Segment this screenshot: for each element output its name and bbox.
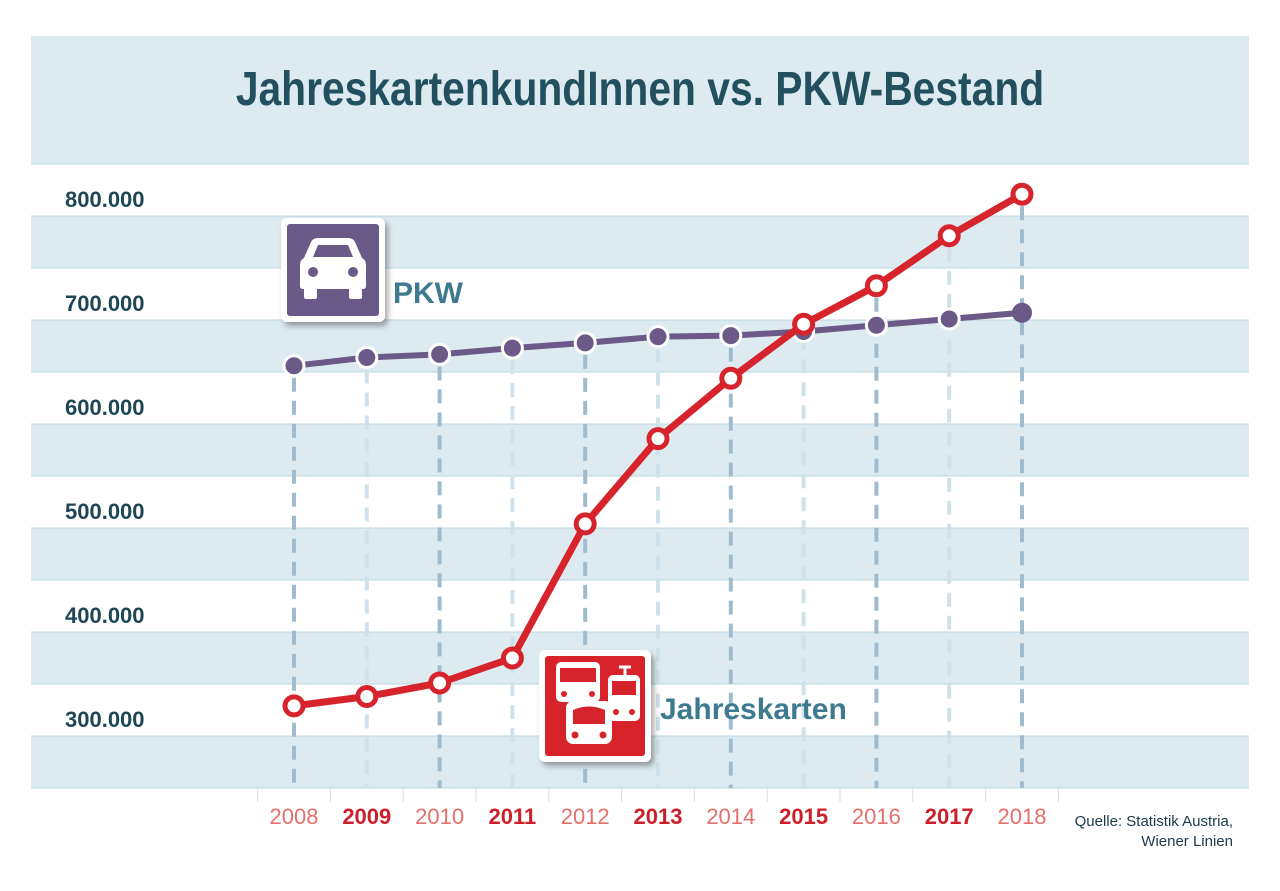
series-jahreskarten <box>282 182 1034 718</box>
year-guide-lines <box>292 206 1024 788</box>
y-axis-tick-labels: 300.000 400.000 500.000 600.000 700.000 800.0… <box>65 187 145 732</box>
x-tick-label: 2015 <box>779 804 828 829</box>
grid-band <box>31 528 1249 580</box>
y-tick-label: 400.000 <box>65 603 145 628</box>
data-point-jahreskarten <box>500 646 524 670</box>
source-line-1: Quelle: Statistik Austria, <box>1074 813 1233 830</box>
data-point-pkw <box>282 354 306 378</box>
x-tick-label: 2013 <box>634 804 683 829</box>
data-point-jahreskarten <box>646 427 670 451</box>
source-line-2: Wiener Linien <box>1141 833 1233 850</box>
y-tick-label: 500.000 <box>65 499 145 524</box>
data-point-jahreskarten <box>573 512 597 536</box>
x-tick-label: 2016 <box>852 804 901 829</box>
grid-band <box>31 424 1249 476</box>
series-label-pkw: PKW <box>393 277 464 310</box>
x-axis-dividers <box>257 788 1060 802</box>
x-tick-label: 2018 <box>998 804 1047 829</box>
data-point-jahreskarten <box>719 366 743 390</box>
data-point-jahreskarten <box>792 312 816 336</box>
x-tick-label: 2008 <box>270 804 319 829</box>
x-tick-label: 2014 <box>706 804 755 829</box>
data-point-pkw <box>573 331 597 355</box>
chart-title: JahreskartenkundInnen vs. PKW-Bestand <box>236 63 1044 116</box>
series-label-jahreskarten: Jahreskarten <box>660 693 847 726</box>
x-tick-label: 2017 <box>925 804 974 829</box>
data-point-pkw <box>1012 302 1032 323</box>
y-tick-label: 600.000 <box>65 395 145 420</box>
public-transport-icon <box>556 662 640 744</box>
data-point-pkw <box>646 325 670 349</box>
y-tick-label: 700.000 <box>65 291 145 316</box>
y-tick-label: 300.000 <box>65 707 145 732</box>
x-tick-label: 2011 <box>489 804 537 829</box>
data-point-pkw <box>864 313 888 337</box>
data-point-pkw <box>428 342 452 366</box>
grid-band <box>31 320 1249 372</box>
data-point-jahreskarten <box>937 224 961 248</box>
data-point-pkw <box>719 324 743 348</box>
source-note: Quelle: Statistik Austria, Wiener Linien <box>1075 812 1233 852</box>
y-tick-label: 800.000 <box>65 187 145 212</box>
data-point-jahreskarten <box>864 274 888 298</box>
data-point-jahreskarten <box>428 671 452 695</box>
data-point-pkw <box>355 345 379 369</box>
data-point-pkw <box>500 336 524 360</box>
grid-band <box>31 160 1249 164</box>
data-point-jahreskarten <box>1010 182 1034 206</box>
grid-band <box>31 216 1249 268</box>
x-axis-tick-labels: 2008 2009 2010 2011 2012 2013 2014 2015 2016 2017… <box>270 804 1047 829</box>
data-point-jahreskarten <box>355 685 379 709</box>
data-point-jahreskarten <box>282 694 306 718</box>
x-tick-label: 2010 <box>415 804 464 829</box>
data-point-pkw <box>937 307 961 331</box>
series-pkw <box>282 302 1032 378</box>
x-tick-label: 2012 <box>561 804 610 829</box>
car-icon <box>300 238 366 299</box>
x-tick-label: 2009 <box>342 804 391 829</box>
title-band <box>31 36 1249 160</box>
